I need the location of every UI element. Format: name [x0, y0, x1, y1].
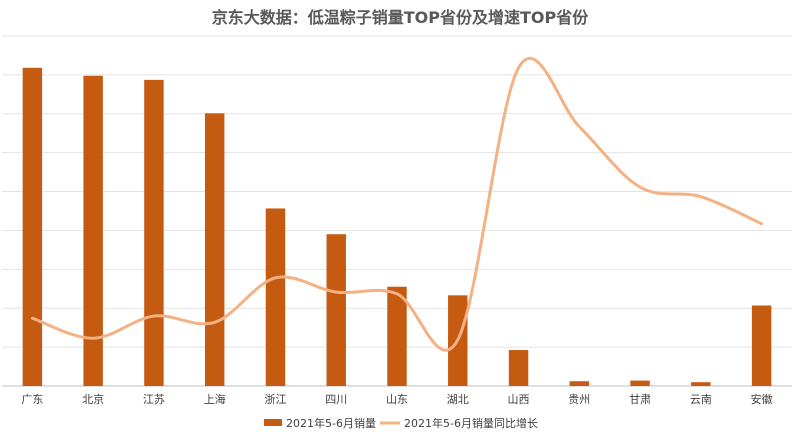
x-tick-label: 四川 — [325, 393, 347, 406]
x-tick-label: 贵州 — [568, 393, 590, 406]
legend: 2021年5-6月销量 2021年5-6月销量同比增长 — [264, 416, 538, 430]
x-tick-label: 甘肃 — [629, 393, 651, 406]
bar — [508, 350, 529, 386]
bar — [144, 79, 164, 386]
x-tick-label: 安徽 — [751, 392, 773, 406]
x-axis-ticks: 广东 北京 江苏 上海 浙江 四川 山东 湖北 山西 贵州 甘肃 云南 安徽 — [21, 392, 772, 406]
x-tick-label: 江苏 — [143, 393, 165, 406]
legend-swatch-bar — [264, 419, 282, 426]
x-tick-label: 云南 — [690, 393, 712, 406]
legend-label-line: 2021年5-6月销量同比增长 — [404, 416, 538, 430]
bar — [326, 234, 346, 386]
bar — [204, 113, 225, 387]
chart-title: 京东大数据：低温粽子销量TOP省份及增速TOP省份 — [211, 8, 589, 27]
bar — [630, 380, 650, 386]
line-series — [30, 57, 764, 352]
bar — [22, 67, 43, 387]
bar — [387, 286, 407, 386]
x-tick-label: 北京 — [82, 392, 104, 406]
growth-line — [30, 57, 764, 352]
bar — [83, 75, 103, 386]
bar — [265, 208, 286, 386]
x-tick-label: 湖北 — [447, 393, 469, 406]
x-tick-label: 山东 — [386, 393, 408, 406]
x-tick-label: 上海 — [204, 392, 226, 406]
bar-series — [22, 67, 772, 387]
x-tick-label: 浙江 — [264, 393, 286, 406]
legend-label-bar: 2021年5-6月销量 — [286, 416, 376, 430]
bar — [691, 382, 711, 386]
bar — [569, 381, 590, 386]
x-tick-label: 广东 — [21, 393, 43, 406]
bar — [751, 305, 772, 386]
x-tick-label: 山西 — [508, 393, 530, 406]
